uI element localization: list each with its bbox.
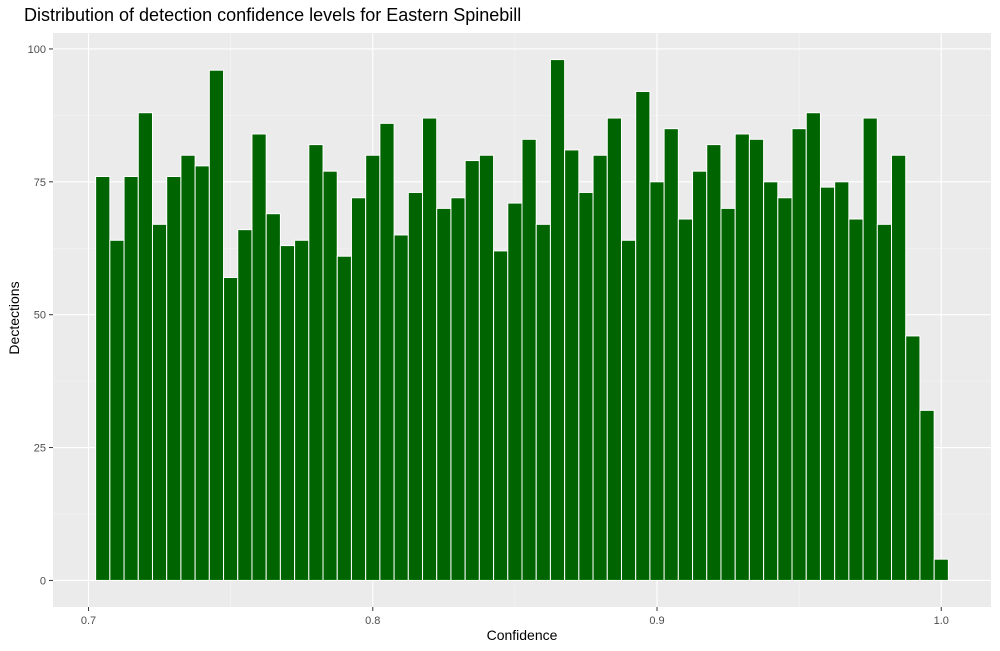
histogram-bar bbox=[578, 191, 594, 581]
histogram-bar bbox=[308, 144, 324, 581]
histogram-bar bbox=[123, 176, 139, 581]
x-tick-label: 0.9 bbox=[649, 615, 664, 627]
histogram-bar bbox=[521, 138, 537, 581]
histogram-bar bbox=[223, 276, 239, 581]
histogram-bar bbox=[748, 138, 765, 581]
histogram-bar bbox=[777, 197, 793, 581]
histogram-bar bbox=[663, 128, 679, 581]
histogram-bar bbox=[95, 176, 111, 581]
y-axis-title: Dectections bbox=[6, 281, 22, 354]
histogram-bar bbox=[734, 133, 750, 581]
histogram-bar bbox=[251, 133, 267, 581]
x-tick-label: 0.8 bbox=[365, 615, 380, 627]
histogram-bar bbox=[208, 69, 225, 581]
x-tick-label: 0.7 bbox=[81, 615, 96, 627]
histogram-bar bbox=[166, 176, 182, 581]
histogram-bar bbox=[464, 160, 480, 581]
y-tick-label: 100 bbox=[28, 44, 46, 56]
histogram-bar bbox=[933, 558, 949, 581]
histogram-bar bbox=[365, 154, 381, 581]
histogram-bar bbox=[649, 181, 665, 581]
histogram-bar bbox=[805, 112, 821, 581]
histogram-bar bbox=[407, 191, 424, 581]
histogram-bar bbox=[507, 202, 523, 581]
histogram-bar bbox=[891, 154, 907, 581]
histogram-bar bbox=[848, 218, 864, 581]
histogram-bar bbox=[535, 223, 551, 581]
histogram-bar bbox=[862, 117, 878, 581]
histogram-bar bbox=[393, 234, 409, 581]
histogram-bar bbox=[237, 229, 253, 581]
histogram-bar bbox=[379, 122, 395, 581]
x-axis-title: Confidence bbox=[487, 627, 558, 643]
histogram-bar bbox=[905, 335, 921, 581]
histogram-bar bbox=[151, 223, 168, 581]
y-tick-label: 25 bbox=[34, 443, 46, 455]
histogram-bar bbox=[493, 250, 509, 581]
histogram-bar bbox=[819, 186, 836, 581]
histogram-bar bbox=[606, 117, 622, 581]
histogram-bar bbox=[109, 239, 125, 581]
chart-title: Distribution of detection confidence lev… bbox=[24, 5, 521, 25]
histogram-bar bbox=[322, 170, 338, 581]
histogram-bar bbox=[834, 181, 850, 581]
histogram-bar bbox=[706, 144, 722, 581]
histogram-bars bbox=[95, 59, 949, 581]
histogram-bar bbox=[436, 207, 452, 581]
histogram-bar bbox=[336, 255, 352, 581]
histogram-bar bbox=[677, 218, 694, 581]
histogram-bar bbox=[620, 239, 637, 581]
histogram-bar bbox=[350, 197, 367, 581]
histogram-bar bbox=[692, 170, 708, 581]
histogram-bar bbox=[763, 181, 779, 581]
histogram-bar bbox=[450, 197, 466, 581]
histogram-bar bbox=[265, 213, 281, 581]
histogram-bar bbox=[876, 223, 893, 581]
y-axis: 0 25 50 75 100 bbox=[28, 44, 53, 587]
histogram-bar bbox=[279, 245, 296, 581]
histogram-bar bbox=[549, 59, 566, 581]
y-tick-label: 75 bbox=[34, 177, 46, 189]
histogram-bar bbox=[791, 128, 807, 581]
histogram-bar bbox=[478, 154, 495, 581]
histogram-bar bbox=[919, 409, 935, 581]
x-axis: 0.7 0.8 0.9 1.0 bbox=[81, 607, 949, 627]
histogram-bar bbox=[137, 112, 153, 581]
histogram-bar bbox=[422, 117, 438, 581]
histogram-bar bbox=[592, 154, 608, 581]
histogram-bar bbox=[564, 149, 580, 581]
histogram-bar bbox=[180, 154, 196, 581]
histogram-bar bbox=[720, 207, 736, 581]
histogram-bar bbox=[635, 90, 651, 581]
histogram-bar bbox=[194, 165, 210, 581]
y-tick-label: 50 bbox=[34, 310, 46, 322]
y-tick-label: 0 bbox=[40, 575, 46, 587]
histogram-bar bbox=[294, 239, 310, 581]
x-tick-label: 1.0 bbox=[934, 615, 949, 627]
